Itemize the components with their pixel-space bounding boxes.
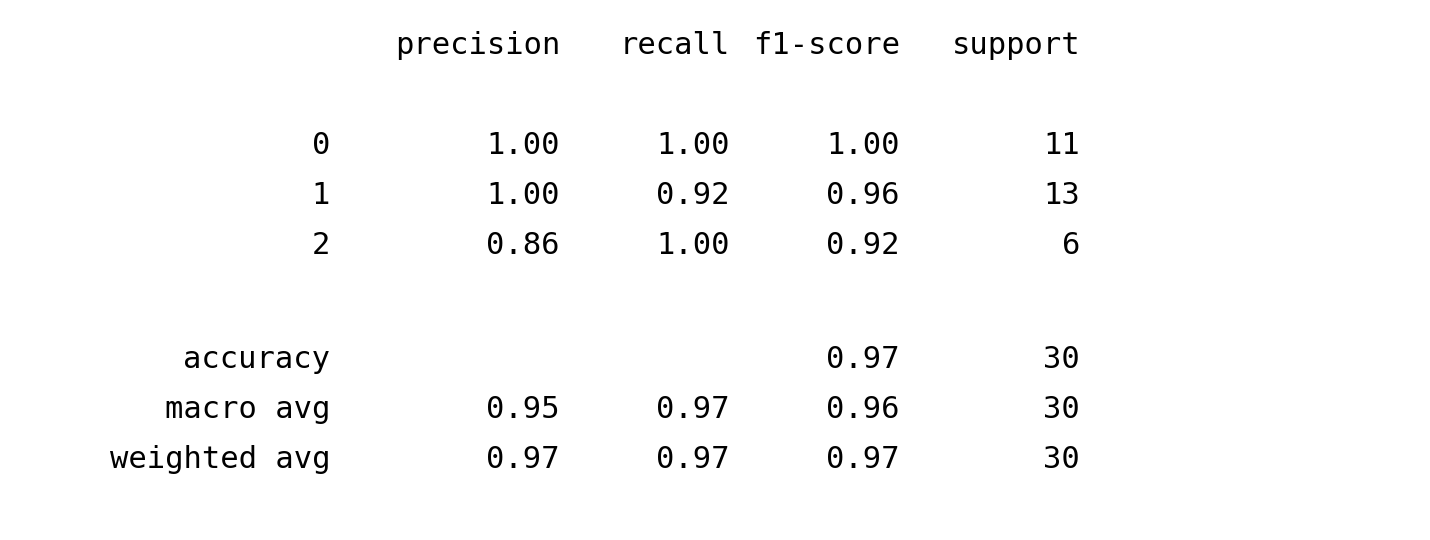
Text: macro avg: macro avg: [164, 395, 330, 424]
Text: 1.00: 1.00: [486, 180, 561, 210]
Text: 11: 11: [1044, 131, 1080, 159]
Text: 0.95: 0.95: [486, 395, 561, 424]
Text: recall: recall: [619, 30, 729, 59]
Text: 0.97: 0.97: [656, 446, 729, 475]
Text: 0.96: 0.96: [827, 395, 899, 424]
Text: weighted avg: weighted avg: [110, 446, 330, 475]
Text: 1.00: 1.00: [827, 131, 899, 159]
Text: 1: 1: [312, 180, 330, 210]
Text: precision: precision: [395, 30, 561, 59]
Text: 30: 30: [1044, 346, 1080, 375]
Text: 2: 2: [312, 231, 330, 260]
Text: support: support: [951, 30, 1080, 59]
Text: 30: 30: [1044, 395, 1080, 424]
Text: 0.92: 0.92: [656, 180, 729, 210]
Text: 0.92: 0.92: [827, 231, 899, 260]
Text: 0.97: 0.97: [656, 395, 729, 424]
Text: 0.97: 0.97: [486, 446, 561, 475]
Text: 1.00: 1.00: [656, 131, 729, 159]
Text: 30: 30: [1044, 446, 1080, 475]
Text: 0.86: 0.86: [486, 231, 561, 260]
Text: 1.00: 1.00: [656, 231, 729, 260]
Text: 1.00: 1.00: [486, 131, 561, 159]
Text: accuracy: accuracy: [183, 346, 330, 375]
Text: 6: 6: [1061, 231, 1080, 260]
Text: 0: 0: [312, 131, 330, 159]
Text: 0.97: 0.97: [827, 346, 899, 375]
Text: f1-score: f1-score: [754, 30, 899, 59]
Text: 0.96: 0.96: [827, 180, 899, 210]
Text: 13: 13: [1044, 180, 1080, 210]
Text: 0.97: 0.97: [827, 446, 899, 475]
